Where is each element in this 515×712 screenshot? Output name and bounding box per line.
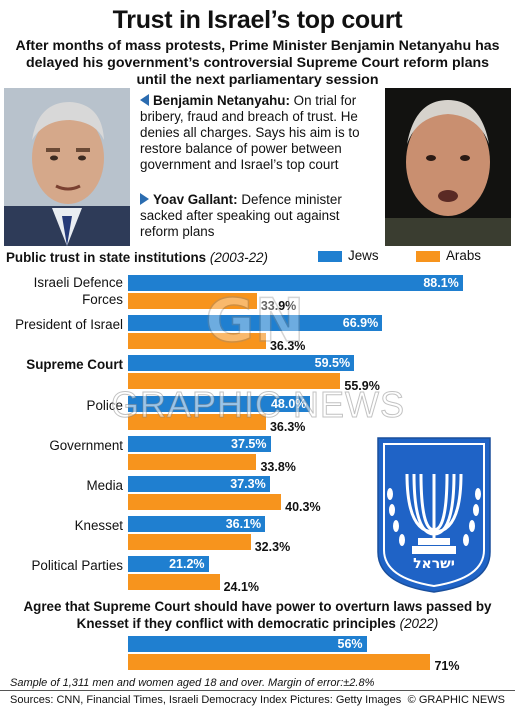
- chart-title-text: Public trust in state institutions: [6, 250, 207, 265]
- netanyahu-name: Benjamin Netanyahu:: [153, 93, 290, 108]
- value-label-jews: 36.1%: [225, 517, 262, 532]
- question-text: Agree that Supreme Court should have pow…: [23, 599, 492, 631]
- question-period: (2022): [399, 616, 439, 631]
- legend-swatch-arabs: [416, 251, 440, 262]
- legend-swatch-jews: [318, 251, 342, 262]
- value-label-arabs: 36.3%: [269, 339, 306, 354]
- emblem-text: ישראל: [413, 556, 455, 572]
- bar-jews: [128, 395, 311, 412]
- bar-arabs: [128, 654, 431, 670]
- gallant-bio-text: Defence minister sacked after speaking o…: [140, 192, 342, 239]
- bar-arabs: [128, 413, 266, 430]
- bar-jews: [128, 636, 367, 652]
- value-label-jews: 56%: [337, 637, 363, 651]
- arrow-right-icon: [140, 193, 149, 205]
- netanyahu-bio: Benjamin Netanyahu: On trial for bribery…: [140, 93, 380, 173]
- value-label-arabs: 40.3%: [285, 500, 321, 514]
- bar-arabs: [128, 534, 251, 551]
- category-label: Supreme Court: [26, 357, 123, 373]
- gallant-bio: Yoav Gallant: Defence minister sacked af…: [140, 192, 380, 240]
- value-label-arabs: 55.9%: [344, 379, 380, 394]
- value-label-jews: 59.5%: [314, 356, 351, 371]
- arrow-left-icon: [140, 94, 149, 106]
- footer-divider: [0, 690, 515, 691]
- bar-arabs: [128, 494, 282, 510]
- chart-period: (2003-22): [209, 250, 268, 265]
- category-label: Government: [49, 437, 123, 453]
- value-label-arabs: 24.1%: [223, 580, 260, 595]
- value-label-arabs: 32.3%: [254, 540, 291, 555]
- netanyahu-bio-text: On trial for bribery, fraud and breach o…: [140, 93, 360, 172]
- value-label-arabs: 36.3%: [269, 419, 306, 434]
- category-label: Israeli Defence Forces: [33, 275, 123, 307]
- sample-note: Sample of 1,311 men and women aged 18 an…: [10, 677, 375, 689]
- bar-arabs: [128, 453, 257, 470]
- value-label-jews: 37.5%: [231, 436, 267, 451]
- value-label-arabs: 33.8%: [260, 459, 296, 474]
- page-title: Trust in Israel’s top court: [112, 6, 403, 34]
- value-label-jews: 66.9%: [342, 316, 379, 331]
- value-label-arabs: 71%: [434, 659, 460, 673]
- chart-title: Public trust in state institutions (2003…: [6, 250, 268, 265]
- question-title: Agree that Supreme Court should have pow…: [10, 598, 505, 632]
- sources: Sources: CNN, Financial Times, Israeli D…: [10, 694, 402, 706]
- bar-jews: [128, 315, 383, 332]
- page-subtitle: After months of mass protests, Prime Min…: [15, 38, 500, 88]
- category-label: Knesset: [74, 518, 123, 534]
- bar-arabs: [128, 293, 257, 309]
- bar-arabs: [128, 333, 266, 350]
- watermark-logo: GN: [205, 286, 304, 353]
- bar-jews: [128, 355, 355, 372]
- bar-jews: [128, 275, 463, 291]
- bar-arabs: [128, 373, 341, 390]
- gallant-name: Yoav Gallant:: [153, 192, 238, 207]
- bar-jews: [128, 516, 266, 533]
- credit: © GRAPHIC NEWS: [407, 694, 505, 706]
- value-label-arabs: 33.9%: [260, 299, 297, 313]
- bar-jews: [128, 556, 209, 573]
- value-label-jews: 88.1%: [423, 276, 459, 290]
- category-label: President of Israel: [15, 317, 123, 333]
- watermark-text: GRAPHIC NEWS: [110, 384, 406, 426]
- graphic-news-logo-icon: GN: [205, 285, 306, 353]
- category-label: Police: [86, 397, 123, 413]
- bar-arabs: [128, 574, 220, 591]
- value-label-jews: 48.0%: [270, 396, 307, 411]
- category-label: Media: [86, 478, 123, 493]
- value-label-jews: 37.3%: [230, 477, 266, 491]
- legend-label-jews: Jews: [348, 248, 379, 263]
- bar-jews: [128, 476, 270, 492]
- gallant-photo: [385, 88, 511, 246]
- category-label: Political Parties: [31, 558, 123, 574]
- israel-emblem-icon: ישראל: [377, 437, 491, 593]
- bar-jews: [128, 435, 271, 452]
- legend-label-arabs: Arabs: [446, 248, 481, 263]
- value-label-jews: 21.2%: [169, 557, 205, 572]
- netanyahu-photo: [4, 88, 130, 246]
